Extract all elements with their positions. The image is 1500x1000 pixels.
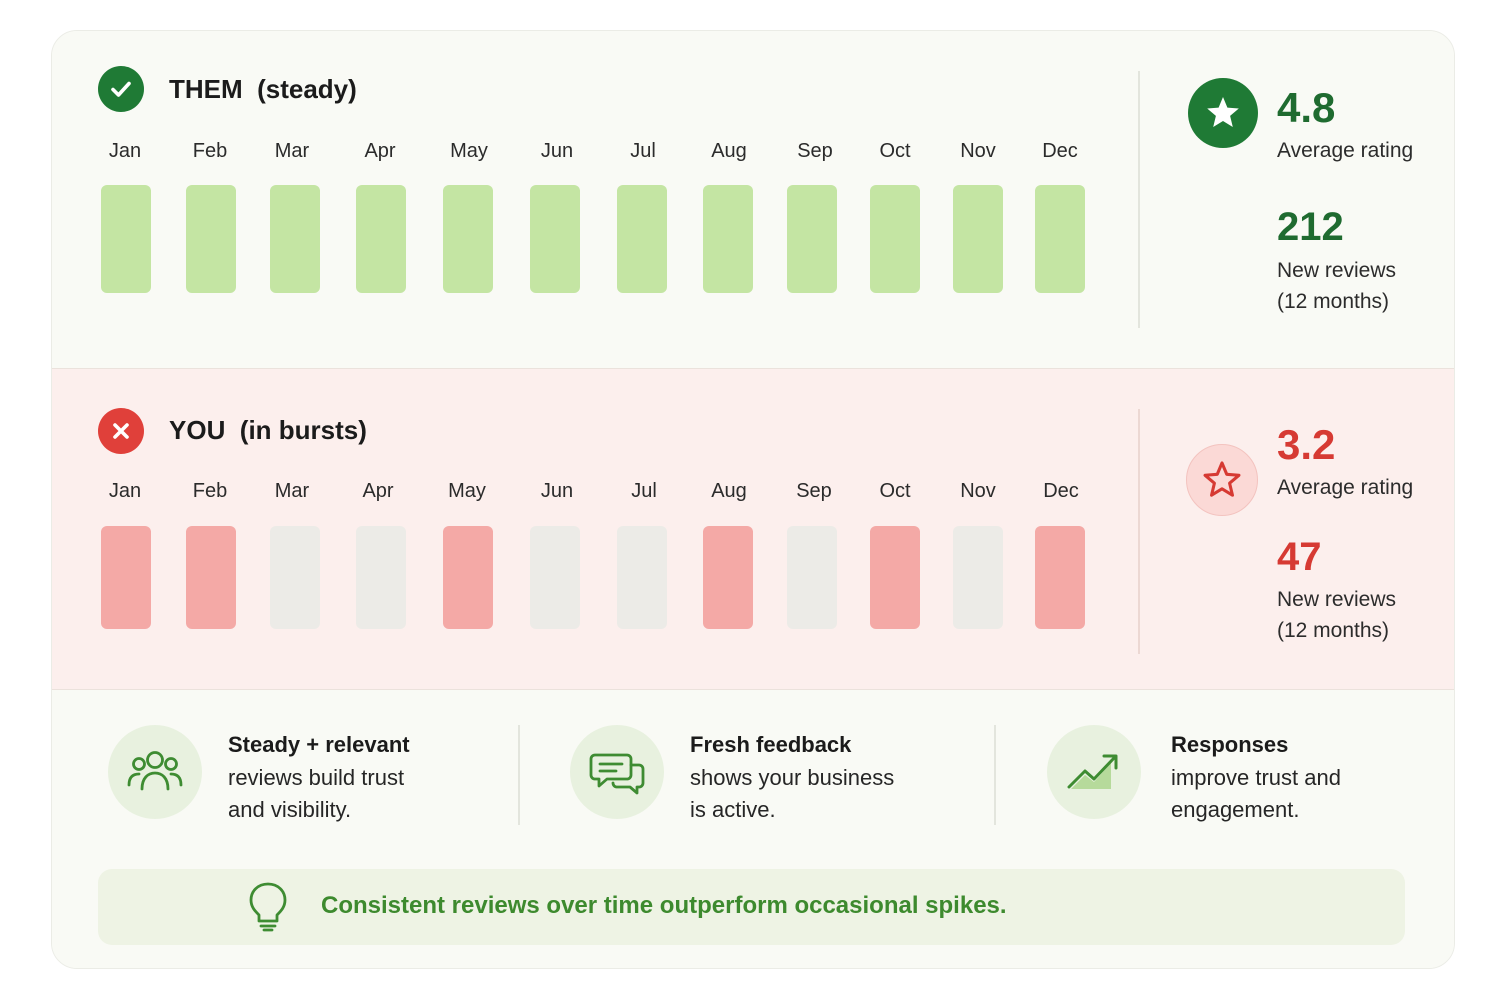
month-label-mar: Mar: [274, 140, 310, 162]
bar-sep: [787, 185, 837, 293]
month-label-nov: Nov: [960, 480, 996, 502]
month-label-apr: Apr: [364, 140, 396, 162]
benefit-text: Fresh feedback shows your business is ac…: [690, 729, 950, 827]
you-title: YOU (in bursts): [169, 415, 367, 445]
people-icon: [108, 725, 202, 819]
comparison-card: THEM (steady) Jan Feb Mar Apr May Jun Ju…: [51, 30, 1455, 969]
tip-banner: Consistent reviews over time outperform …: [98, 869, 1405, 945]
you-month-labels: Jan Feb Mar Apr May Jun Jul Aug Sep Oct …: [97, 480, 1097, 510]
lightbulb-icon: [248, 881, 288, 938]
month-label-aug: Aug: [711, 140, 747, 162]
star-outline-icon: [1186, 444, 1258, 516]
bar-oct: [870, 185, 920, 293]
them-reviews-count: 212: [1277, 205, 1344, 249]
benefit-title: Steady + relevant: [228, 732, 410, 757]
divider: [1138, 409, 1140, 654]
bar-apr: [356, 526, 406, 629]
month-label-jul: Jul: [630, 140, 656, 162]
divider: [518, 725, 520, 825]
chat-bubbles-icon: [570, 725, 664, 819]
you-rating-label: Average rating: [1277, 476, 1414, 499]
you-reviews-period: (12 months): [1277, 619, 1390, 642]
bar-sep: [787, 526, 837, 629]
month-label-may: May: [448, 480, 486, 502]
month-label-jan: Jan: [108, 480, 142, 502]
bar-aug: [703, 185, 753, 293]
bar-jan: [101, 526, 151, 629]
check-circle-icon: [98, 66, 144, 112]
you-bars: [97, 526, 1097, 629]
benefit-text: Responses improve trust and engagement.: [1171, 729, 1431, 827]
month-label-jun: Jun: [540, 140, 574, 162]
them-reviews-label: New reviews: [1277, 259, 1397, 282]
bar-may: [443, 526, 493, 629]
month-label-jan: Jan: [108, 140, 142, 162]
divider: [994, 725, 996, 825]
bar-nov: [953, 526, 1003, 629]
benefit-title: Fresh feedback: [690, 732, 852, 757]
bar-mar: [270, 185, 320, 293]
month-label-jul: Jul: [631, 480, 657, 502]
month-label-dec: Dec: [1043, 480, 1079, 502]
you-reviews-label: New reviews: [1277, 588, 1397, 611]
month-label-feb: Feb: [192, 140, 228, 162]
them-title: THEM (steady): [169, 74, 357, 104]
month-label-apr: Apr: [362, 480, 394, 502]
bar-feb: [186, 526, 236, 629]
month-label-aug: Aug: [711, 480, 747, 502]
benefit-line: and visibility.: [228, 797, 352, 822]
star-icon: [1188, 78, 1258, 148]
benefit-line: engagement.: [1171, 797, 1300, 822]
month-label-dec: Dec: [1042, 140, 1078, 162]
x-circle-icon: [98, 408, 144, 454]
benefit-title: Responses: [1171, 732, 1289, 757]
month-label-oct: Oct: [879, 480, 911, 502]
bar-may: [443, 185, 493, 293]
them-reviews-period: (12 months): [1277, 290, 1390, 313]
month-label-mar: Mar: [274, 480, 310, 502]
benefit-line: is active.: [690, 797, 776, 822]
trending-up-icon: [1047, 725, 1141, 819]
bar-jul: [617, 185, 667, 293]
divider: [1138, 71, 1140, 328]
bar-jul: [617, 526, 667, 629]
them-bars: [97, 185, 1097, 293]
benefit-text: Steady + relevant reviews build trust an…: [228, 729, 488, 827]
you-reviews-count: 47: [1277, 535, 1322, 579]
bar-dec: [1035, 185, 1085, 293]
bar-mar: [270, 526, 320, 629]
bar-jun: [530, 185, 580, 293]
bar-nov: [953, 185, 1003, 293]
month-label-oct: Oct: [879, 140, 911, 162]
benefit-line: improve trust and: [1171, 764, 1341, 790]
month-label-feb: Feb: [192, 480, 228, 502]
bar-aug: [703, 526, 753, 629]
them-section: THEM (steady) Jan Feb Mar Apr May Jun Ju…: [52, 31, 1454, 368]
benefit-line: shows your business: [690, 764, 895, 790]
them-rating-label: Average rating: [1277, 139, 1414, 162]
bar-jun: [530, 526, 580, 629]
month-label-may: May: [450, 140, 488, 162]
month-label-nov: Nov: [960, 140, 996, 162]
month-label-jun: Jun: [540, 480, 574, 502]
benefits-section: Steady + relevant reviews build trust an…: [52, 690, 1454, 968]
benefit-line: reviews build trust: [228, 764, 405, 790]
you-section: YOU (in bursts) Jan Feb Mar Apr May Jun …: [52, 368, 1454, 690]
you-rating-value: 3.2: [1277, 421, 1336, 468]
bar-dec: [1035, 526, 1085, 629]
tip-text: Consistent reviews over time outperform …: [321, 892, 1007, 919]
bar-feb: [186, 185, 236, 293]
month-label-sep: Sep: [797, 140, 833, 162]
bar-apr: [356, 185, 406, 293]
them-month-labels: Jan Feb Mar Apr May Jun Jul Aug Sep Oct …: [97, 140, 1097, 170]
them-rating-value: 4.8: [1277, 84, 1336, 131]
bar-oct: [870, 526, 920, 629]
bar-jan: [101, 185, 151, 293]
month-label-sep: Sep: [796, 480, 832, 502]
